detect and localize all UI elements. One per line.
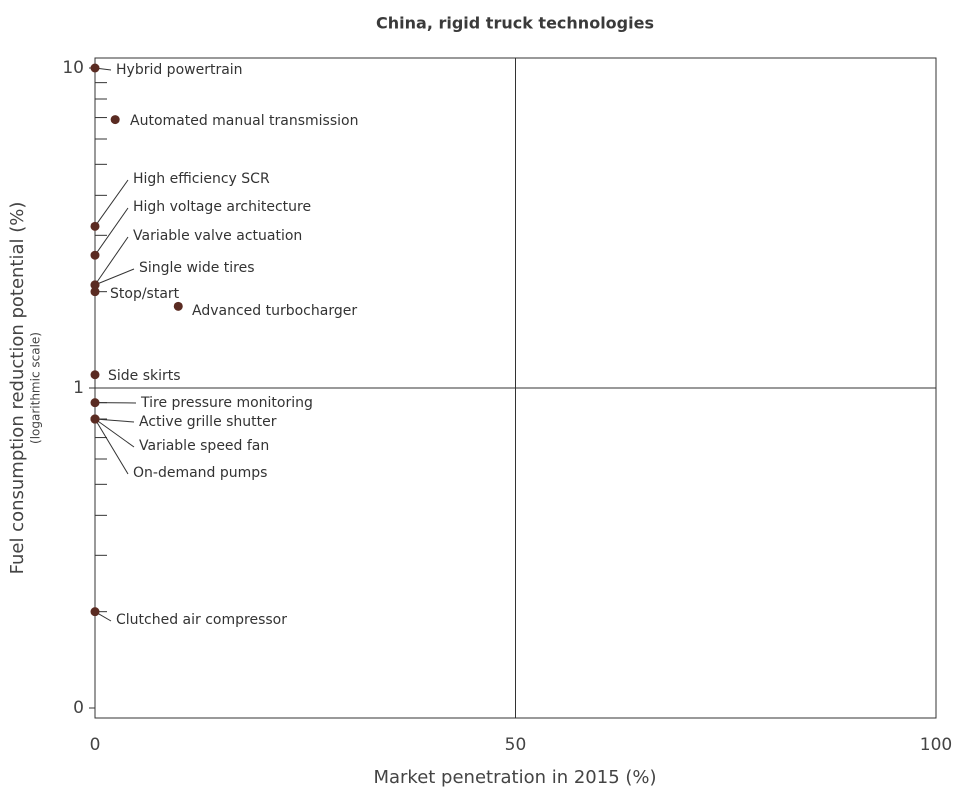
y-tick-label: 10 (62, 58, 84, 78)
leader-line (94, 418, 129, 475)
point-label: Variable speed fan (139, 438, 269, 454)
x-axis-label: Market penetration in 2015 (%) (373, 767, 656, 788)
point-label: Clutched air compressor (116, 612, 287, 628)
point-label: High efficiency SCR (133, 171, 270, 187)
leader-line (94, 418, 135, 448)
point-label: On-demand pumps (133, 465, 267, 481)
point (90, 250, 100, 260)
point-label: High voltage architecture (133, 199, 311, 215)
point (90, 398, 100, 408)
point-label: Automated manual transmission (130, 113, 358, 129)
point (173, 301, 183, 311)
leader-line (94, 268, 135, 286)
x-tick-label: 0 (90, 735, 101, 755)
leader-line (94, 179, 129, 227)
point-label: Advanced turbocharger (192, 303, 357, 319)
point-label: Tire pressure monitoring (140, 395, 313, 411)
x-tick-label: 100 (920, 735, 952, 755)
y-tick-label: 0 (73, 698, 84, 718)
point (90, 414, 100, 424)
point-label: Stop/start (110, 286, 180, 302)
y-axis-note: (logarithmic scale) (29, 332, 43, 444)
point (90, 287, 100, 297)
point-label: Side skirts (108, 368, 181, 384)
y-axis-label: Fuel consumption reduction potential (%) (7, 202, 28, 575)
chart-title: China, rigid truck technologies (376, 14, 654, 33)
x-tick-label: 50 (505, 735, 527, 755)
point (90, 370, 100, 380)
point-label: Hybrid powertrain (116, 62, 243, 78)
point (90, 607, 100, 617)
point-label: Active grille shutter (139, 414, 277, 430)
point (90, 280, 100, 290)
point (90, 221, 100, 231)
point (90, 63, 100, 73)
point-label: Single wide tires (139, 260, 255, 276)
leader-line (94, 236, 129, 286)
point (110, 115, 120, 125)
leader-line (94, 418, 135, 423)
y-tick-label: 1 (73, 378, 84, 398)
leader-line (94, 207, 129, 256)
point-label: Variable valve actuation (133, 228, 302, 244)
